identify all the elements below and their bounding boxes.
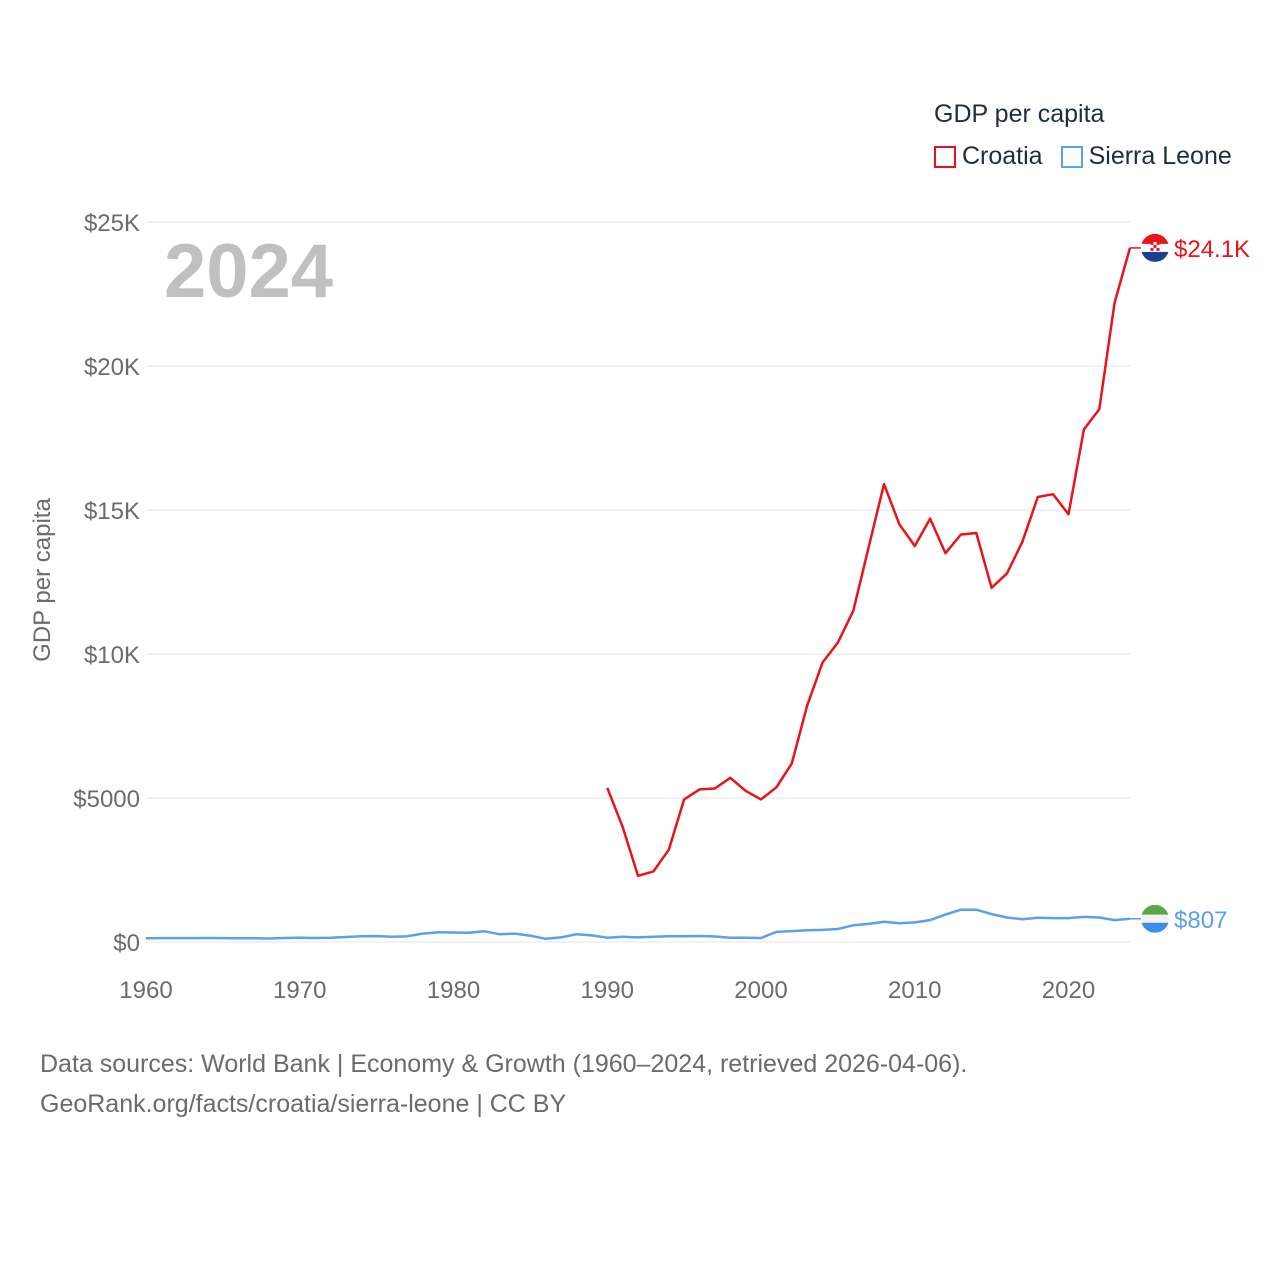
x-tick-label: 2000 [734,977,787,1004]
y-tick-labels: $0 $5000 $10K $15K $20K $25K [73,210,140,957]
y-tick-label: $20K [84,354,140,381]
current-year-label: 2024 [164,229,334,314]
legend-title: GDP per capita [934,100,1105,128]
legend-swatch-sierra-leone [1060,145,1083,168]
x-tick-labels: 1960 1970 1980 1990 2000 2010 2020 [119,977,1095,1004]
y-tick-label: $5000 [73,786,140,813]
series-line-sierra-leone [145,908,1131,941]
legend: Croatia Sierra Leone [934,142,1250,171]
x-tick-label: 1970 [273,977,326,1004]
sierra-leone-flag-icon [1141,904,1169,933]
footer-sources: Data sources: World Bank | Economy & Gro… [40,1050,968,1078]
footer-link[interactable]: GeoRank.org/facts/croatia/sierra-leone |… [40,1090,567,1118]
croatia-flag-icon [1141,233,1169,262]
x-tick-label: 1990 [581,977,634,1004]
series-line-croatia [606,247,1132,878]
legend-swatch-croatia [934,145,956,168]
x-tick-label: 2020 [1042,977,1095,1004]
y-axis-title: GDP per capita [29,498,56,662]
y-tick-label: $15K [84,498,140,525]
x-tick-label: 2010 [888,977,941,1004]
series-lines [145,247,1132,941]
y-tick-label: $0 [113,930,140,957]
y-tick-label: $10K [84,642,140,669]
legend-label-sierra-leone: Sierra Leone [1088,142,1232,170]
x-tick-label: 1960 [119,977,172,1004]
end-value-label-sierra-leone: $807 [1174,907,1227,934]
footer: Data sources: World Bank | Economy & Gro… [40,1044,967,1124]
y-tick-label: $25K [84,210,140,237]
legend-item-croatia[interactable]: Croatia [934,142,1043,171]
legend-label-croatia: Croatia [962,142,1043,170]
grid-lines [146,221,1130,943]
series-end-markers: $24.1K $807 [1130,233,1250,934]
legend-item-sierra-leone[interactable]: Sierra Leone [1060,142,1232,171]
end-value-label-croatia: $24.1K [1174,236,1250,263]
x-tick-label: 1980 [427,977,480,1004]
